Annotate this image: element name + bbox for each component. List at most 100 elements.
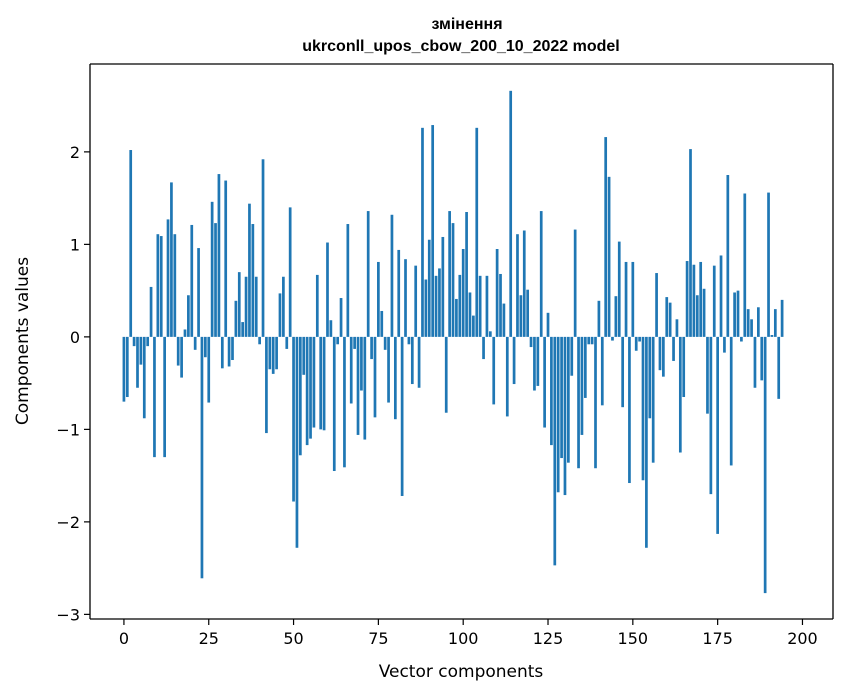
y-tick-label: 2: [70, 143, 80, 162]
bar-96: [448, 211, 451, 337]
bar-5: [139, 336, 143, 365]
bar-98: [455, 298, 458, 337]
bar-172: [706, 336, 709, 414]
bar-82: [400, 336, 404, 496]
bar-13: [166, 219, 170, 337]
bar-49: [288, 207, 292, 337]
bar-70: [360, 336, 363, 391]
bar-135: [580, 336, 584, 435]
bar-103: [472, 315, 475, 337]
bar-164: [678, 336, 682, 453]
bar-104: [475, 127, 479, 337]
bar-119: [526, 289, 530, 337]
bar-145: [614, 296, 618, 337]
bar-156: [651, 336, 655, 463]
bar-51: [295, 336, 299, 548]
bar-12: [163, 336, 166, 458]
bar-117: [519, 295, 523, 337]
bar-188: [760, 336, 764, 381]
bar-178: [726, 175, 730, 337]
bar-173: [709, 336, 713, 495]
bar-139: [594, 336, 597, 469]
bar-34: [237, 272, 241, 337]
bar-168: [692, 264, 696, 337]
bar-131: [567, 336, 570, 463]
bar-16: [176, 336, 180, 366]
bar-112: [502, 303, 506, 337]
bar-113: [505, 336, 509, 417]
bar-126: [550, 336, 553, 446]
bar-93: [438, 268, 441, 337]
bar-55: [309, 336, 312, 439]
bar-56: [312, 336, 316, 428]
x-axis-label: Vector components: [379, 662, 544, 682]
bar-150: [631, 261, 635, 337]
bar-158: [658, 336, 662, 371]
bar-132: [570, 336, 574, 376]
bars-group: [122, 90, 784, 594]
bar-4: [136, 336, 139, 388]
bar-194: [780, 299, 784, 337]
bar-74: [373, 336, 377, 418]
bar-8: [149, 286, 153, 337]
bar-63: [336, 336, 340, 345]
bar-78: [387, 336, 390, 403]
x-tick-label: 25: [199, 629, 219, 648]
bar-90: [427, 239, 431, 337]
bar-60: [326, 242, 329, 337]
x-axis-ticks: 0 25 50 75 100 125 150 175 200: [119, 619, 818, 648]
bar-33: [234, 300, 238, 337]
bar-99: [458, 274, 462, 337]
bar-130: [563, 336, 567, 496]
x-tick-label: 125: [533, 629, 564, 648]
bar-185: [750, 319, 753, 337]
bar-181: [736, 290, 740, 337]
y-tick-label: −1: [56, 420, 80, 439]
bar-175: [716, 336, 719, 534]
bar-140: [597, 300, 601, 337]
x-tick-label: 150: [618, 629, 649, 648]
x-tick-label: 75: [368, 629, 388, 648]
bar-47: [282, 276, 285, 337]
bar-71: [363, 336, 367, 440]
bar-149: [628, 336, 631, 484]
bar-73: [370, 336, 373, 360]
bar-86: [414, 265, 418, 337]
bar-15: [173, 234, 177, 337]
bar-177: [723, 336, 726, 353]
bar-101: [465, 212, 468, 337]
bar-30: [224, 180, 228, 337]
bar-143: [607, 176, 611, 337]
bar-191: [770, 335, 774, 337]
bar-10: [156, 234, 160, 337]
bar-108: [488, 331, 492, 337]
bar-7: [146, 336, 150, 347]
bar-53: [302, 336, 306, 375]
bar-0: [122, 336, 126, 402]
x-tick-label: 200: [787, 629, 818, 648]
bar-111: [499, 273, 502, 337]
bar-29: [220, 336, 224, 369]
bar-31: [227, 336, 231, 367]
bar-79: [390, 214, 394, 337]
bar-44: [271, 336, 275, 374]
bar-105: [478, 275, 482, 337]
bar-189: [763, 336, 767, 594]
bar-122: [536, 336, 540, 386]
bar-155: [648, 336, 652, 419]
bar-61: [329, 320, 333, 337]
bar-6: [142, 336, 146, 419]
bar-77: [383, 336, 387, 350]
bar-127: [553, 336, 557, 566]
bar-62: [332, 336, 336, 472]
bar-2: [129, 150, 133, 337]
bar-174: [712, 265, 716, 337]
bar-190: [767, 192, 770, 337]
bar-37: [248, 203, 251, 337]
y-tick-label: 0: [70, 328, 80, 347]
bar-25: [207, 336, 211, 403]
bar-76: [380, 310, 384, 337]
bar-141: [600, 336, 604, 406]
bar-97: [451, 223, 455, 337]
bar-144: [611, 336, 614, 341]
